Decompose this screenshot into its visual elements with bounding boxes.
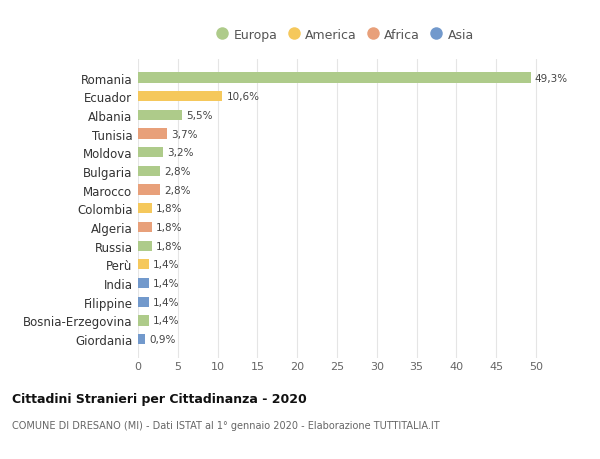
Text: 1,4%: 1,4% [153, 297, 179, 307]
Bar [138, 297, 149, 307]
Text: 1,8%: 1,8% [157, 241, 183, 251]
Text: 1,4%: 1,4% [153, 260, 179, 270]
Bar [138, 185, 160, 196]
Bar [138, 334, 145, 344]
Text: Cittadini Stranieri per Cittadinanza - 2020: Cittadini Stranieri per Cittadinanza - 2… [12, 392, 307, 405]
Text: COMUNE DI DRESANO (MI) - Dati ISTAT al 1° gennaio 2020 - Elaborazione TUTTITALIA: COMUNE DI DRESANO (MI) - Dati ISTAT al 1… [12, 420, 440, 430]
Text: 1,4%: 1,4% [153, 316, 179, 326]
Text: 3,2%: 3,2% [167, 148, 194, 158]
Text: 2,8%: 2,8% [164, 167, 191, 177]
Bar [138, 73, 530, 84]
Text: 49,3%: 49,3% [535, 73, 568, 84]
Bar [138, 148, 163, 158]
Text: 3,7%: 3,7% [172, 129, 198, 139]
Bar [138, 167, 160, 177]
Bar [138, 222, 152, 233]
Bar [138, 129, 167, 140]
Bar [138, 260, 149, 270]
Text: 1,4%: 1,4% [153, 279, 179, 288]
Bar [138, 204, 152, 214]
Text: 10,6%: 10,6% [226, 92, 259, 102]
Text: 1,8%: 1,8% [157, 223, 183, 232]
Text: 5,5%: 5,5% [186, 111, 212, 121]
Bar [138, 111, 182, 121]
Bar [138, 278, 149, 289]
Text: 0,9%: 0,9% [149, 334, 176, 344]
Bar [138, 241, 152, 251]
Bar [138, 316, 149, 326]
Legend: Europa, America, Africa, Asia: Europa, America, Africa, Asia [211, 24, 479, 47]
Text: 1,8%: 1,8% [157, 204, 183, 214]
Bar [138, 92, 223, 102]
Text: 2,8%: 2,8% [164, 185, 191, 195]
